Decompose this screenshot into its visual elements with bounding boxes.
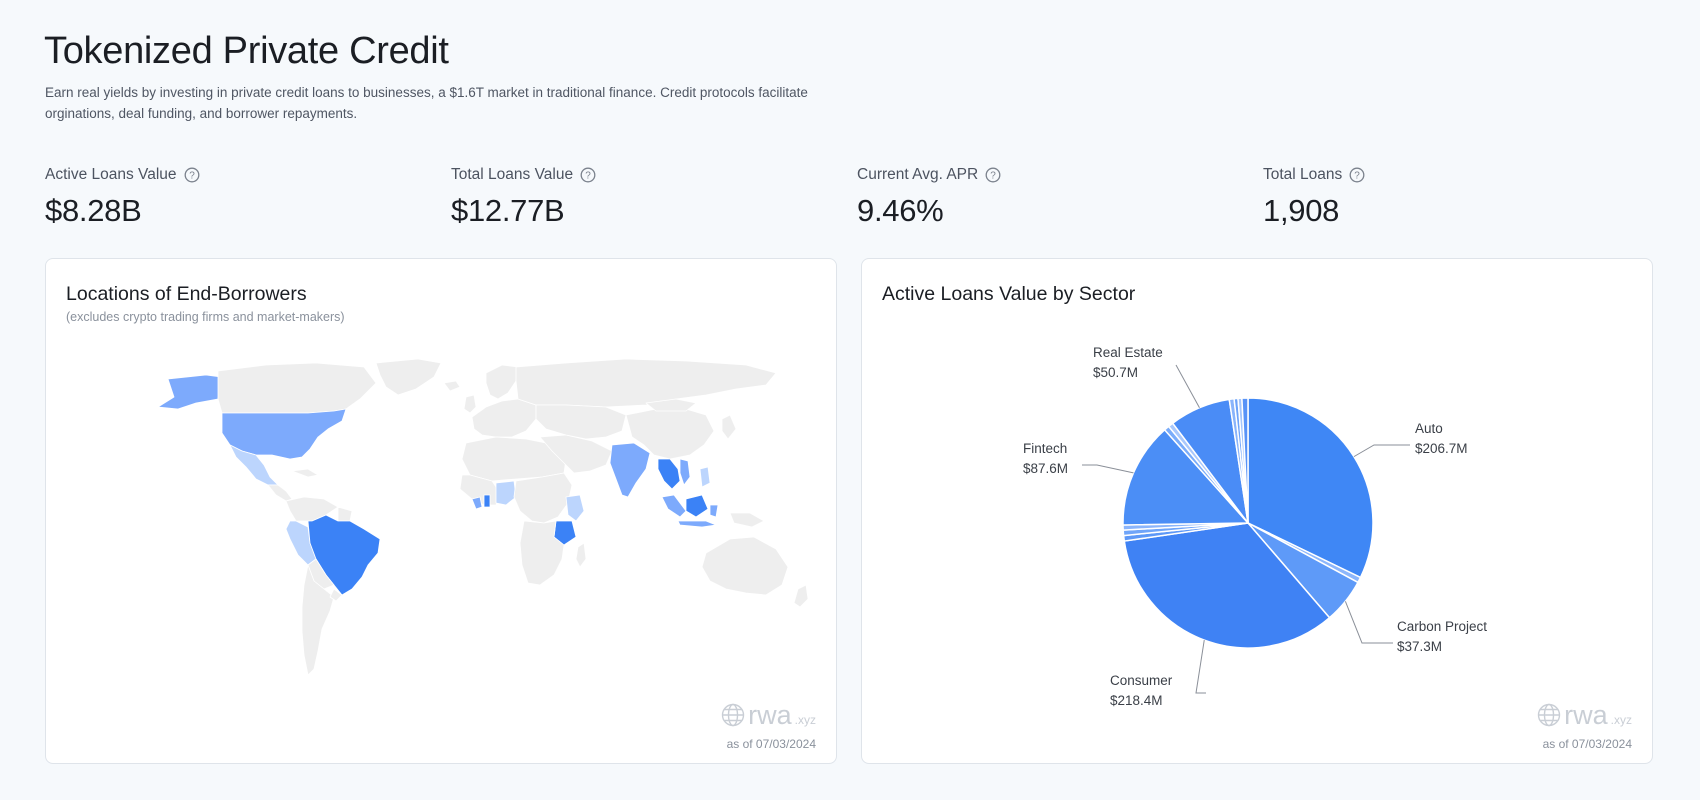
- map-region-iceland: [443, 380, 461, 392]
- slice-value-real-estate: $50.7M: [1093, 365, 1138, 380]
- map-region-uruguay: [329, 588, 343, 602]
- pie-slice-fintech[interactable]: [1122, 428, 1250, 526]
- stat-active-loans-value: Active Loans Value ? $8.28B: [45, 166, 200, 229]
- stat-current-avg-apr: Current Avg. APR ? 9.46%: [857, 166, 1001, 229]
- map-region-new-guinea: [729, 512, 765, 528]
- pie-leader-lines: [1082, 364, 1410, 694]
- map-region-new-zealand: [793, 584, 809, 608]
- slice-value-consumer: $218.4M: [1110, 693, 1163, 708]
- slice-value-auto: $206.7M: [1415, 441, 1468, 456]
- pie-labels: Auto $206.7M Carbon Project $37.3M Consu…: [1023, 345, 1487, 708]
- map-region-central-america: [267, 484, 293, 502]
- brand-watermark: rwa .xyz: [1537, 700, 1632, 730]
- slice-label-consumer: Consumer: [1110, 673, 1173, 688]
- map-region-australia: [701, 536, 789, 596]
- map-region-scandinavia: [485, 364, 519, 400]
- globe-icon: [1537, 703, 1561, 727]
- leader-line: [1353, 444, 1410, 458]
- map-region-central-asia: [535, 404, 627, 440]
- stat-value: $12.77B: [451, 193, 565, 228]
- map-region-kenya: [565, 494, 585, 522]
- map-region-greenland: [375, 359, 442, 396]
- slice-value-carbon-project: $37.3M: [1397, 639, 1442, 654]
- world-map: [157, 359, 809, 676]
- card-title: Active Loans Value by Sector: [882, 283, 1136, 305]
- map-region-argentina: [301, 564, 335, 676]
- slice-value-fintech: $87.6M: [1023, 461, 1068, 476]
- page-title: Tokenized Private Credit: [44, 30, 449, 72]
- brand-name: rwa: [1564, 700, 1608, 730]
- map-region-borneo: [685, 494, 709, 518]
- map-region-philippines: [699, 466, 711, 488]
- map-region-russia: [515, 359, 777, 408]
- pie-slices: [1122, 397, 1374, 649]
- map-card: Locations of End-Borrowers (excludes cry…: [45, 258, 837, 764]
- svg-text:?: ?: [585, 171, 591, 182]
- map-region-japan: [721, 414, 737, 440]
- sector-pie-chart: Auto $206.7M Carbon Project $37.3M Consu…: [1023, 345, 1487, 708]
- brand-tld: .xyz: [1610, 713, 1632, 727]
- map-region-ivory-coast: [471, 496, 483, 510]
- map-region-alaska: [157, 374, 222, 410]
- map-region-sulawesi: [709, 504, 719, 518]
- leader-line: [1195, 640, 1206, 694]
- map-region-canada: [217, 362, 377, 414]
- map-region-mongolia: [645, 398, 697, 412]
- help-icon[interactable]: ?: [1349, 167, 1365, 183]
- map-region-southern-africa: [519, 520, 565, 586]
- map-region-ghana: [483, 494, 491, 508]
- help-icon[interactable]: ?: [184, 167, 200, 183]
- slice-label-fintech: Fintech: [1023, 441, 1067, 456]
- slice-label-real-estate: Real Estate: [1093, 345, 1163, 360]
- card-title: Locations of End-Borrowers: [66, 283, 307, 305]
- slice-label-carbon-project: Carbon Project: [1397, 619, 1487, 634]
- stat-label: Total Loans: [1263, 166, 1343, 183]
- stat-label: Active Loans Value: [45, 166, 177, 183]
- as-of-date: as of 07/03/2024: [726, 737, 816, 751]
- svg-text:?: ?: [990, 171, 996, 182]
- help-icon[interactable]: ?: [580, 167, 596, 183]
- stat-label: Current Avg. APR: [857, 166, 979, 183]
- stat-value: $8.28B: [45, 193, 142, 228]
- leader-line: [1175, 364, 1200, 409]
- page-description: Earn real yields by investing in private…: [45, 85, 808, 121]
- map-region-uk: [463, 394, 477, 414]
- map-region-india: [609, 442, 651, 498]
- svg-text:?: ?: [189, 171, 195, 182]
- pie-card: Active Loans Value by Sector Auto $206.7…: [861, 258, 1653, 764]
- help-icon[interactable]: ?: [985, 167, 1001, 183]
- stat-total-loans-value: Total Loans Value ? $12.77B: [451, 166, 596, 229]
- stat-value: 1,908: [1263, 193, 1340, 228]
- map-region-indonesia: [677, 520, 717, 528]
- stat-value: 9.46%: [857, 193, 944, 228]
- map-region-madagascar: [575, 542, 587, 568]
- svg-text:?: ?: [1355, 171, 1361, 182]
- brand-name: rwa: [748, 700, 792, 730]
- map-region-southeast-asia: [657, 458, 681, 490]
- map-region-guianas: [337, 506, 353, 522]
- pie-slice-consumer[interactable]: [1123, 522, 1331, 649]
- stat-label: Total Loans Value: [451, 166, 574, 183]
- card-subtitle: (excludes crypto trading firms and marke…: [66, 310, 345, 324]
- brand-watermark: rwa .xyz: [721, 700, 816, 730]
- leader-line: [1344, 601, 1393, 644]
- stat-total-loans: Total Loans ? 1,908: [1263, 166, 1365, 229]
- map-region-nigeria: [495, 480, 517, 506]
- as-of-date: as of 07/03/2024: [1542, 737, 1632, 751]
- brand-tld: .xyz: [794, 713, 816, 727]
- map-region-caribbean: [291, 468, 319, 478]
- globe-icon: [721, 703, 745, 727]
- map-region-malaysia-sumatra: [661, 494, 687, 518]
- map-region-europe: [471, 398, 537, 438]
- leader-line: [1082, 464, 1134, 474]
- slice-label-auto: Auto: [1415, 421, 1443, 436]
- map-region-central-africa: [513, 472, 573, 524]
- pie-slice[interactable]: [1241, 397, 1249, 524]
- map-region-vietnam: [679, 458, 691, 486]
